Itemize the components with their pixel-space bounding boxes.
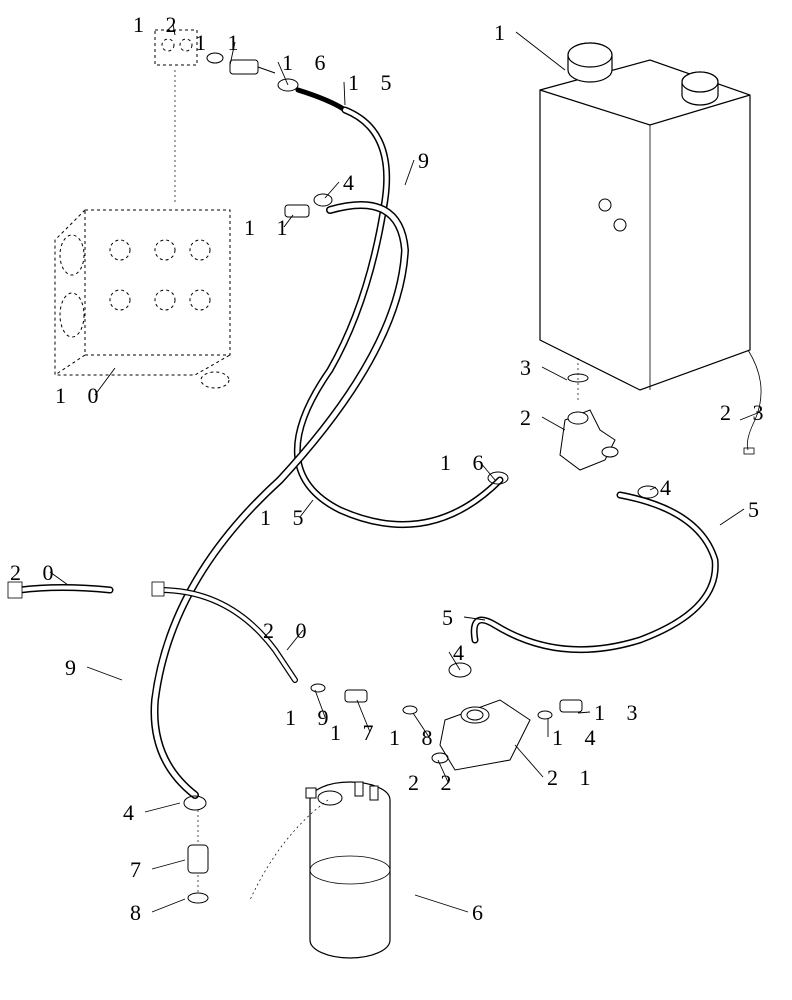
callout-l5b: 5 <box>442 605 461 631</box>
callout-l11a: 1 1 <box>195 30 247 56</box>
callout-l4b: 4 <box>660 475 679 501</box>
callout-l15b: 1 5 <box>260 505 312 531</box>
hose-20 <box>8 582 295 680</box>
callout-l21: 2 1 <box>547 765 599 791</box>
tank-part <box>540 43 761 454</box>
gearbox-part <box>55 30 230 388</box>
manifold-part <box>432 700 530 770</box>
callout-l18: 1 8 <box>389 725 441 751</box>
callout-l16a: 1 6 <box>282 50 334 76</box>
callout-l17: 1 7 <box>330 720 382 746</box>
callout-l6: 6 <box>472 900 491 926</box>
callout-l10: 1 0 <box>55 383 107 409</box>
callout-l14: 1 4 <box>552 725 604 751</box>
callout-l16b: 1 6 <box>440 450 492 476</box>
callout-l4a: 4 <box>343 170 362 196</box>
callout-l3: 3 <box>520 355 539 381</box>
callout-l20b: 2 0 <box>263 618 315 644</box>
callout-l8: 8 <box>130 900 149 926</box>
hose-5 <box>474 495 715 650</box>
leader-lines <box>50 24 760 912</box>
bottom-fittings <box>188 810 208 903</box>
fittings-row <box>311 684 582 719</box>
callout-l13: 1 3 <box>594 700 646 726</box>
callout-l12: 1 2 <box>133 12 185 38</box>
callout-l20a: 2 0 <box>10 560 62 586</box>
callout-l5a: 5 <box>748 497 767 523</box>
callout-l2: 2 <box>520 405 539 431</box>
callout-l9a: 9 <box>418 148 437 174</box>
elbow-valve <box>560 355 618 470</box>
callout-l9b: 9 <box>65 655 84 681</box>
callout-l4c: 4 <box>453 640 472 666</box>
callout-l19: 1 9 <box>285 705 337 731</box>
callout-l22: 2 2 <box>408 770 460 796</box>
callout-l11b: 1 1 <box>244 215 296 241</box>
top-fittings <box>207 53 345 217</box>
callout-l1: 1 <box>494 20 513 46</box>
callout-l4d: 4 <box>123 800 142 826</box>
callout-l23: 2 3 <box>720 400 772 426</box>
filter-part <box>250 782 390 958</box>
callout-l7: 7 <box>130 857 149 883</box>
callout-l15a: 1 5 <box>348 70 400 96</box>
